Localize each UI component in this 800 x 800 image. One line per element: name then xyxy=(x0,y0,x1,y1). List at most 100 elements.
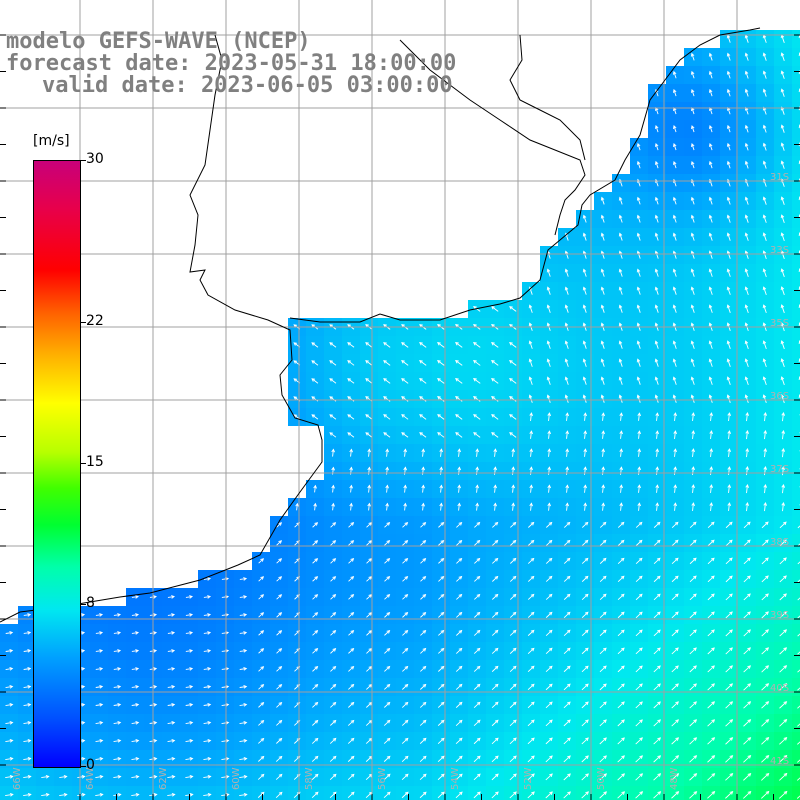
wind-arrow xyxy=(728,412,730,422)
wind-arrow xyxy=(653,665,661,673)
wind-arrow-head xyxy=(329,396,334,400)
wind-arrow-head xyxy=(657,791,662,795)
wind-arrow xyxy=(779,665,787,673)
wind-arrow-head xyxy=(347,414,352,418)
wind-arrow-head xyxy=(621,791,626,795)
wind-arrow-head xyxy=(311,414,316,418)
longitude-label: 64W xyxy=(85,767,96,790)
wind-arrow-head xyxy=(582,286,587,291)
wind-arrow xyxy=(185,686,193,688)
wind-arrow-head xyxy=(621,755,625,759)
wind-arrow xyxy=(620,431,622,439)
wind-arrow-head xyxy=(260,666,265,670)
wind-arrow-head xyxy=(783,611,787,615)
wind-arrow xyxy=(456,576,462,582)
wind-arrow-head xyxy=(583,430,587,435)
wind-arrow xyxy=(763,376,767,386)
wind-arrow xyxy=(617,755,625,763)
wind-arrow-head xyxy=(727,430,732,434)
wind-arrow-head xyxy=(565,448,569,453)
wind-arrow xyxy=(401,432,409,438)
wind-arrow-head xyxy=(603,665,607,670)
wind-arrow xyxy=(473,360,481,366)
wind-arrow-head xyxy=(295,502,299,507)
wind-arrow-head xyxy=(422,773,427,778)
wind-arrow-head xyxy=(747,719,752,723)
wind-arrow-head xyxy=(726,52,731,57)
wind-arrow-head xyxy=(509,324,513,328)
wind-arrow xyxy=(419,432,427,438)
colorbar-tick-label: 15 xyxy=(86,454,104,470)
wind-arrow-head xyxy=(654,286,659,291)
wind-speed-cell xyxy=(792,660,800,678)
wind-arrow xyxy=(420,684,426,690)
wind-arrow xyxy=(23,775,31,779)
wind-arrow xyxy=(637,269,641,277)
wind-arrow xyxy=(763,107,767,115)
wind-arrow-head xyxy=(189,703,194,707)
wind-arrow-head xyxy=(225,721,230,725)
wind-arrow-head xyxy=(440,701,445,706)
wind-arrow xyxy=(545,701,553,709)
wind-arrow-head xyxy=(619,430,623,435)
wind-arrow-head xyxy=(675,683,679,687)
wind-arrow xyxy=(692,431,694,439)
wind-arrow xyxy=(671,557,679,565)
wind-arrow-head xyxy=(709,502,714,507)
wind-arrow xyxy=(456,540,462,546)
wind-arrow xyxy=(745,35,749,43)
wind-arrow-head xyxy=(422,593,427,598)
wind-arrow-head xyxy=(672,304,677,309)
wind-arrow-head xyxy=(548,683,553,688)
wind-arrow-head xyxy=(260,773,265,778)
wind-speed-cell xyxy=(72,786,90,800)
wind-arrow xyxy=(476,503,478,511)
wind-arrow-head xyxy=(654,160,659,165)
wind-arrow-head xyxy=(780,286,785,291)
wind-speed-cell xyxy=(792,588,800,606)
wind-arrow xyxy=(383,378,391,384)
wind-arrow-head xyxy=(566,611,571,616)
wind-arrow xyxy=(599,719,607,727)
wind-arrow-head xyxy=(763,447,768,452)
wind-arrow xyxy=(617,773,625,781)
wind-arrow-head xyxy=(278,666,283,670)
wind-arrow xyxy=(707,791,715,799)
wind-arrow xyxy=(619,395,623,403)
wind-arrow-head xyxy=(81,757,86,761)
wind-arrow-head xyxy=(764,521,769,526)
wind-arrow xyxy=(709,251,713,259)
wind-arrow xyxy=(347,738,355,744)
wind-arrow-head xyxy=(365,396,369,400)
wind-arrow-head xyxy=(567,719,571,724)
wind-arrow-head xyxy=(655,502,659,507)
wind-arrow xyxy=(691,251,695,259)
wind-arrow-head xyxy=(419,414,423,418)
wind-arrow-head xyxy=(458,737,463,742)
wind-arrow-head xyxy=(600,268,605,273)
wind-arrow-head xyxy=(745,466,750,470)
wind-arrow-head xyxy=(584,557,589,562)
wind-arrow-head xyxy=(546,322,551,327)
wind-arrow-head xyxy=(636,358,641,363)
wind-arrow-head xyxy=(564,358,569,363)
wind-arrow-head xyxy=(368,558,373,562)
wind-arrow xyxy=(95,686,103,688)
wind-arrow-head xyxy=(99,792,104,797)
wind-arrow xyxy=(619,269,623,277)
wind-arrow-head xyxy=(419,396,423,400)
wind-arrow-head xyxy=(278,576,283,580)
wind-arrow-head xyxy=(404,737,409,742)
wind-arrow xyxy=(455,737,463,745)
wind-arrow-head xyxy=(672,143,677,147)
wind-arrow-head xyxy=(637,412,641,417)
wind-arrow-head xyxy=(780,142,785,147)
wind-arrow xyxy=(474,594,480,600)
wind-arrow xyxy=(239,722,247,724)
wind-arrow-head xyxy=(404,629,409,634)
wind-speed-cell xyxy=(792,390,800,408)
wind-arrow xyxy=(384,684,390,690)
wind-arrow xyxy=(725,575,733,583)
wind-arrow xyxy=(566,449,568,457)
wind-arrow xyxy=(329,360,337,366)
